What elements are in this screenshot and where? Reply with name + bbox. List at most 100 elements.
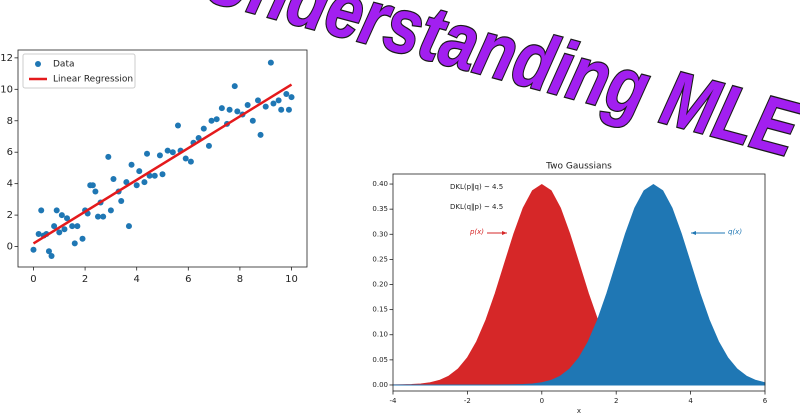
data-point — [244, 102, 251, 109]
x-tick-label: 2 — [82, 274, 88, 285]
data-point — [205, 142, 212, 149]
data-point — [187, 158, 194, 165]
data-point — [267, 59, 274, 66]
data-point — [151, 172, 158, 179]
x-tick-label: -2 — [464, 397, 471, 405]
data-point — [56, 229, 63, 236]
data-point — [74, 223, 81, 230]
x-tick-label: 2 — [614, 397, 618, 405]
data-point — [64, 215, 71, 222]
y-tick-label: 8 — [7, 116, 13, 127]
x-tick-label: 4 — [134, 274, 140, 285]
y-tick-label: 12 — [0, 53, 13, 64]
y-tick-label: 0.40 — [372, 180, 388, 188]
data-point — [234, 108, 241, 115]
data-point — [275, 97, 282, 104]
data-point — [231, 83, 238, 90]
data-point — [262, 103, 269, 110]
y-tick-label: 2 — [7, 210, 13, 221]
data-point — [270, 100, 277, 107]
y-tick-label: 10 — [0, 84, 13, 95]
y-tick-label: 4 — [7, 179, 13, 190]
data-point — [38, 207, 45, 214]
data-point — [53, 207, 60, 214]
annotation: DKL(p‖q) ~ 4.5 — [450, 183, 503, 191]
y-tick-label: 6 — [7, 147, 13, 158]
chart-title: Two Gaussians — [545, 162, 612, 172]
data-point — [110, 175, 117, 182]
arrow-head — [502, 231, 507, 235]
gaussian-area — [393, 184, 766, 386]
data-point — [107, 207, 114, 214]
legend-label: Data — [53, 60, 75, 70]
data-point — [118, 197, 125, 204]
data-point — [136, 168, 143, 175]
data-point — [285, 106, 292, 113]
data-point — [61, 226, 68, 233]
data-point — [30, 246, 37, 253]
x-tick-label: 6 — [763, 397, 768, 405]
data-point — [48, 252, 55, 259]
x-tick-label: 6 — [185, 274, 191, 285]
data-point — [79, 235, 86, 242]
x-axis-label: x — [577, 407, 581, 415]
regression-line — [32, 83, 293, 245]
data-point — [169, 149, 176, 156]
data-point — [182, 155, 189, 162]
series-label: q(x) — [728, 228, 742, 236]
data-point — [257, 131, 264, 138]
legend-box — [22, 53, 136, 89]
data-point — [100, 213, 107, 220]
axes-frame — [392, 173, 766, 392]
data-point — [123, 179, 130, 186]
data-point — [58, 212, 65, 219]
series-label: p(x) — [469, 228, 484, 236]
data-point — [283, 91, 290, 98]
data-point — [208, 117, 215, 124]
data-point — [278, 106, 285, 113]
data-point — [226, 106, 233, 113]
data-point — [249, 117, 256, 124]
data-point — [69, 223, 76, 230]
data-point — [141, 179, 148, 186]
axes-frame — [17, 49, 308, 268]
data-point — [92, 188, 99, 195]
y-tick-label: 0 — [7, 242, 13, 253]
x-tick-label: 0 — [540, 397, 544, 405]
y-tick-label: 0.15 — [372, 306, 388, 314]
data-point — [71, 240, 78, 247]
data-point — [128, 161, 135, 168]
x-tick-label: 10 — [285, 274, 298, 285]
data-point — [125, 223, 132, 230]
data-point — [105, 153, 112, 160]
data-point — [164, 147, 171, 154]
data-point — [174, 122, 181, 129]
y-tick-label: 0.35 — [372, 205, 388, 213]
y-tick-label: 0.20 — [372, 281, 388, 289]
x-tick-label: 0 — [30, 274, 36, 285]
legend-label: Linear Regression — [53, 75, 133, 85]
data-point — [218, 105, 225, 112]
data-point — [159, 171, 166, 178]
data-point — [254, 97, 261, 104]
data-point — [288, 94, 295, 101]
data-point — [94, 213, 101, 220]
arrow-head — [691, 231, 696, 235]
y-tick-label: 0.00 — [372, 381, 388, 389]
y-tick-label: 0.25 — [372, 255, 388, 263]
y-tick-label: 0.10 — [372, 331, 388, 339]
data-point — [156, 152, 163, 159]
y-tick-label: 0.05 — [372, 356, 388, 364]
x-tick-label: -4 — [390, 397, 398, 405]
data-point — [35, 230, 42, 237]
data-point — [144, 150, 151, 157]
data-point — [133, 182, 140, 189]
legend-swatch — [35, 61, 41, 67]
data-point — [45, 248, 52, 255]
y-tick-label: 0.30 — [372, 230, 388, 238]
annotation: DKL(q‖p) ~ 4.5 — [450, 203, 503, 211]
data-point — [213, 116, 220, 123]
data-point — [200, 125, 207, 132]
x-tick-label: 4 — [688, 397, 693, 405]
